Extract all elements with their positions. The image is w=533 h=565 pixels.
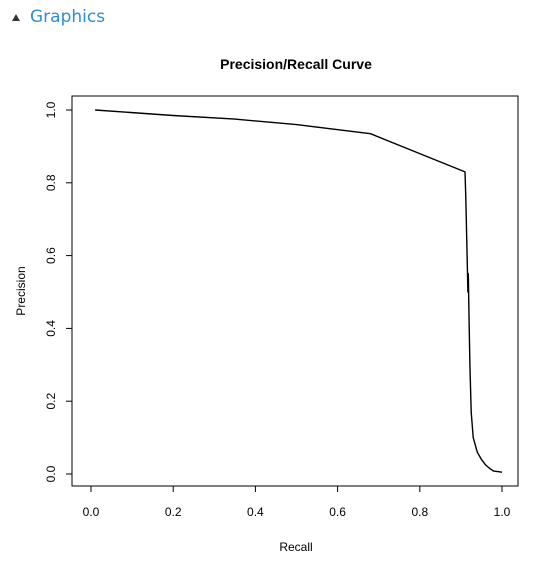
- x-axis-title: Recall: [279, 540, 312, 554]
- x-tick-label: 0.0: [83, 505, 100, 519]
- y-tick-label: 0.2: [44, 393, 58, 410]
- y-tick-label: 0.8: [44, 174, 58, 191]
- pr-curve-line: [95, 109, 503, 473]
- y-tick-label: 0.6: [44, 247, 58, 264]
- chart-title: Precision/Recall Curve: [220, 56, 372, 72]
- y-tick-label: 0.4: [44, 320, 58, 337]
- graphics-section-header[interactable]: Graphics: [12, 4, 105, 30]
- x-tick-label: 0.6: [329, 505, 346, 519]
- y-tick-label: 1.0: [44, 101, 58, 118]
- y-axis-title: Precision: [14, 266, 28, 315]
- triangle-up-icon[interactable]: [12, 14, 20, 21]
- x-tick-label: 1.0: [494, 505, 511, 519]
- y-tick-label: 0.0: [44, 465, 58, 482]
- series-layer: [95, 109, 503, 473]
- y-axis: 0.0 0.2 0.4 0.6 0.8 1.0: [44, 101, 73, 482]
- x-tick-label: 0.8: [411, 505, 428, 519]
- x-tick-label: 0.2: [165, 505, 182, 519]
- x-axis: 0.0 0.2 0.4 0.6 0.8 1.0: [83, 485, 511, 519]
- plot-frame: [71, 95, 519, 487]
- x-tick-label: 0.4: [247, 505, 264, 519]
- section-title: Graphics: [30, 7, 106, 27]
